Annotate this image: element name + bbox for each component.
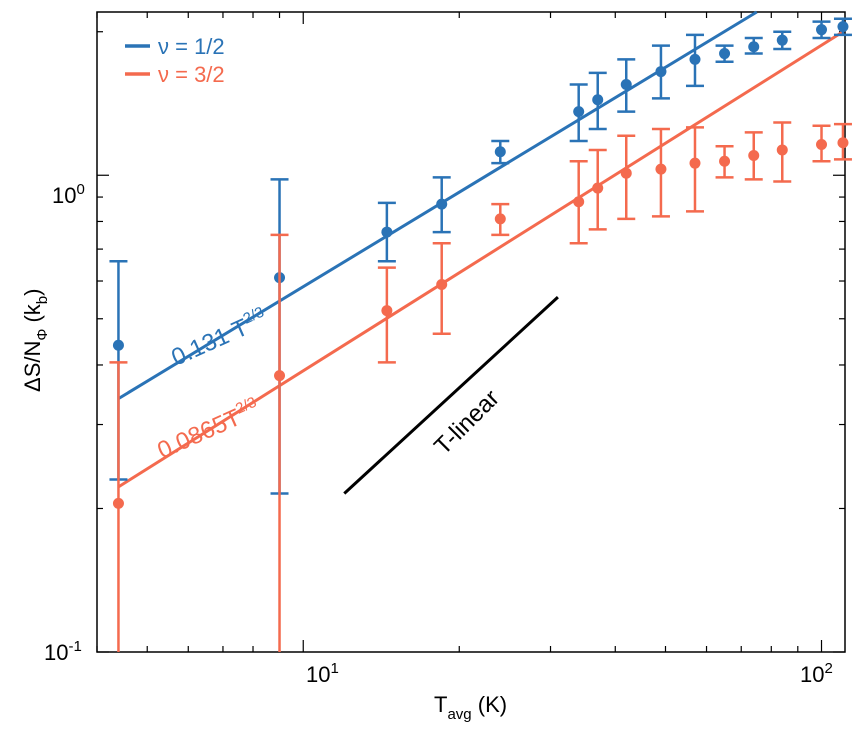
plot-frame — [96, 11, 846, 653]
data-point — [494, 146, 506, 158]
axis-ticks — [96, 12, 845, 653]
reference-line-group — [343, 296, 559, 495]
data-point — [381, 226, 393, 238]
data-point — [837, 21, 849, 33]
y-tick-label-1: 100 — [52, 181, 85, 208]
data-point — [655, 66, 667, 78]
data-point — [689, 157, 701, 169]
legend-label-nu-3-2: ν = 3/2 — [158, 62, 225, 87]
t-linear-reference-line — [343, 296, 559, 495]
series-0 — [109, 17, 852, 495]
data-point — [719, 155, 731, 167]
data-point — [776, 34, 788, 46]
data-point — [494, 213, 506, 225]
data-point — [112, 339, 124, 351]
legend: ν = 1/2 ν = 3/2 — [125, 34, 225, 87]
t-linear-label: T-linear — [429, 385, 505, 461]
data-point — [776, 144, 788, 156]
data-point — [837, 137, 849, 149]
y-axis-title: ΔS/NΦ (kb) — [20, 289, 51, 392]
data-point — [381, 305, 393, 317]
x-axis-title: Tavg (K) — [434, 692, 507, 723]
data-point — [112, 497, 124, 509]
data-point — [592, 94, 604, 106]
fit-label-nu-3-2: 0.0865T2/3 — [153, 394, 264, 465]
data-series — [109, 17, 852, 652]
data-point — [816, 139, 828, 151]
data-point — [816, 24, 828, 36]
data-point — [620, 79, 632, 91]
x-tick-label-100: 102 — [800, 660, 833, 687]
data-point — [655, 163, 667, 175]
legend-label-nu-1-2: ν = 1/2 — [158, 34, 225, 59]
series-1 — [109, 121, 852, 652]
data-point — [719, 48, 731, 60]
data-point — [436, 278, 448, 290]
data-point — [620, 167, 632, 179]
y-tick-label-0.1: 10-1 — [44, 638, 82, 665]
fit-line-series-1 — [117, 30, 844, 489]
data-point — [573, 196, 585, 208]
fit-label-nu-1-2: 0.131 T2/3 — [167, 304, 272, 372]
data-point — [436, 198, 448, 210]
data-point — [573, 106, 585, 118]
data-point — [689, 53, 701, 65]
data-point — [274, 370, 286, 382]
data-point — [748, 150, 760, 162]
data-point — [592, 182, 604, 194]
x-tick-label-10: 101 — [306, 660, 339, 687]
data-point — [748, 41, 760, 53]
